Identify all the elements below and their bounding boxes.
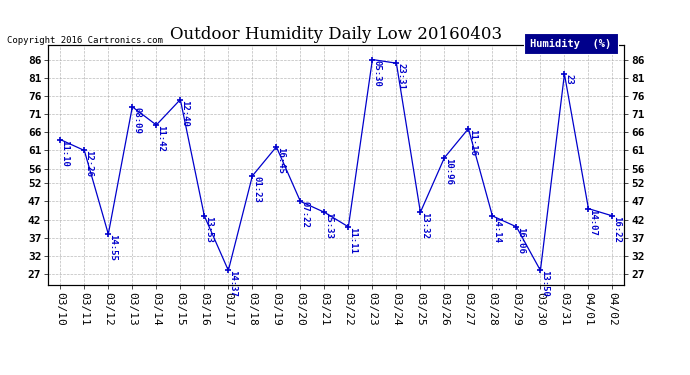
- Text: 16:45: 16:45: [277, 147, 286, 174]
- Text: 13:32: 13:32: [420, 212, 429, 239]
- Title: Outdoor Humidity Daily Low 20160403: Outdoor Humidity Daily Low 20160403: [170, 27, 502, 44]
- Text: 23:31: 23:31: [396, 63, 406, 90]
- Text: 14:37: 14:37: [228, 270, 237, 297]
- Text: 11:11: 11:11: [348, 227, 357, 254]
- Text: 13:53: 13:53: [204, 216, 213, 243]
- Text: 11:10: 11:10: [60, 140, 69, 166]
- Text: 07:22: 07:22: [300, 201, 309, 228]
- Text: 14:55: 14:55: [108, 234, 117, 261]
- Text: 15:33: 15:33: [324, 212, 333, 239]
- Text: 10:96: 10:96: [444, 158, 453, 184]
- Text: 14:07: 14:07: [589, 209, 598, 236]
- Text: 05:30: 05:30: [373, 60, 382, 86]
- Text: 11:42: 11:42: [157, 125, 166, 152]
- Text: Copyright 2016 Cartronics.com: Copyright 2016 Cartronics.com: [7, 36, 163, 45]
- Text: Humidity  (%): Humidity (%): [531, 39, 611, 48]
- Text: 16:22: 16:22: [613, 216, 622, 243]
- Text: 12:40: 12:40: [180, 99, 189, 126]
- Text: 08:09: 08:09: [132, 107, 141, 134]
- Text: 14:14: 14:14: [493, 216, 502, 243]
- Text: 16:06: 16:06: [516, 227, 525, 254]
- Text: 23: 23: [564, 74, 573, 85]
- Text: 11:16: 11:16: [469, 129, 477, 156]
- Text: 01:23: 01:23: [253, 176, 262, 203]
- Text: 13:50: 13:50: [540, 270, 549, 297]
- Text: 12:26: 12:26: [84, 150, 93, 177]
